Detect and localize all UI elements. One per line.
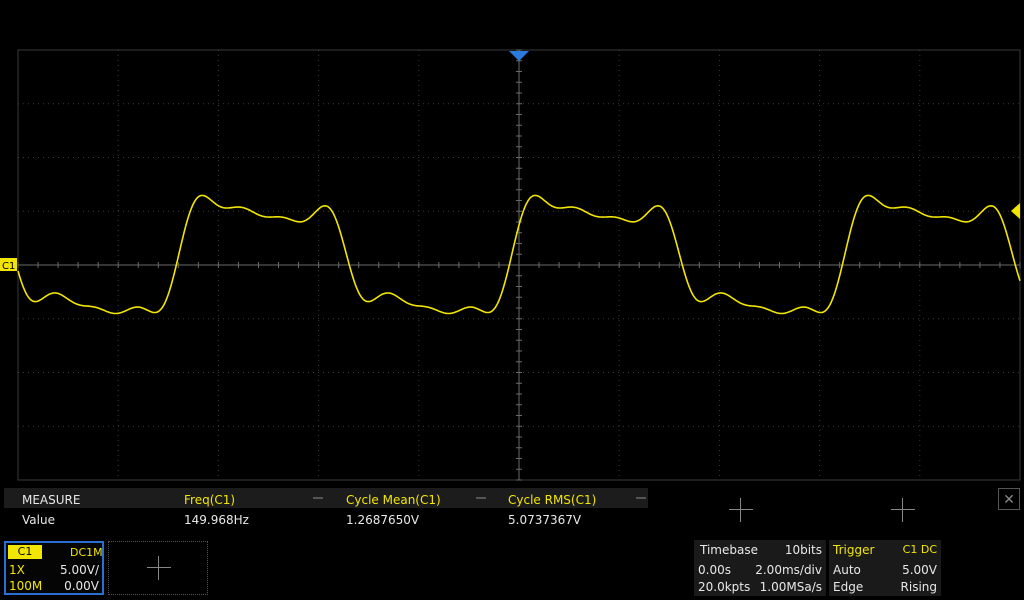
trigger-title: Trigger (833, 543, 875, 557)
trigger-mode: Auto (833, 563, 861, 577)
channel-offset: 0.00V (64, 579, 99, 593)
channel-probe: 1X (9, 563, 25, 577)
trigger-type: Edge (833, 580, 864, 594)
timebase-delay: 0.00s (698, 563, 731, 577)
channel-1-marker-label: C1 (2, 261, 15, 272)
measure-item-cycle-rms[interactable]: Cycle RMS(C1) (508, 493, 597, 507)
measure-row-label: Value (22, 513, 55, 527)
channel-scale: 5.00V/ (60, 563, 99, 577)
channel-1-marker[interactable] (0, 258, 17, 271)
measure-panel: MEASURE Value Freq(C1) 149.968Hz Cycle M… (0, 486, 1024, 534)
measure-item-cycle-mean[interactable]: Cycle Mean(C1) (346, 493, 441, 507)
add-channel-button[interactable] (108, 541, 208, 595)
measure-item-freq[interactable]: Freq(C1) (184, 493, 236, 507)
measure-value-freq: 149.968Hz (184, 513, 249, 527)
channel-1-tag: C1 (8, 545, 42, 559)
trigger-position-marker[interactable] (509, 51, 529, 61)
add-measure-plus-icon[interactable] (891, 498, 915, 522)
timebase-scale: 2.00ms/div (755, 563, 822, 577)
trigger-source: C1 DC (902, 543, 937, 556)
timebase-panel[interactable]: Timebase 10bits 0.00s 2.00ms/div 20.0kpt… (694, 540, 826, 596)
measure-close-button[interactable]: ✕ (998, 488, 1020, 510)
channel-1-settings[interactable]: C1 DC1M 1X 5.00V/ 100M 0.00V (4, 541, 104, 595)
graticule-grid (17, 49, 1021, 481)
channel-1-trace (17, 194, 1021, 315)
channel-bandwidth: 100M (9, 579, 43, 593)
timebase-rate: 1.00MSa/s (759, 580, 822, 594)
trigger-slope: Rising (900, 580, 937, 594)
measure-value-cycle-mean: 1.2687650V (346, 513, 420, 527)
measure-header-bar (4, 488, 648, 508)
add-measure-plus-icon[interactable] (729, 498, 753, 522)
timebase-points: 20.0kpts (698, 580, 751, 594)
timebase-title: Timebase (700, 543, 758, 557)
trigger-panel[interactable]: Trigger C1 DC Auto 5.00V Edge Rising (829, 540, 941, 596)
measure-header-label: MEASURE (22, 493, 81, 507)
measure-item-menu-icon[interactable] (636, 497, 646, 499)
trigger-level-marker[interactable] (1011, 203, 1020, 219)
waveform-display[interactable]: C1 (0, 0, 1024, 484)
measure-item-menu-icon[interactable] (313, 497, 323, 499)
channel-coupling: DC1M (70, 546, 103, 559)
timebase-bits: 10bits (784, 543, 822, 557)
trigger-level: 5.00V (902, 563, 937, 577)
add-channel-plus-icon (147, 556, 171, 580)
measure-value-cycle-rms: 5.0737367V (508, 513, 582, 527)
measure-item-menu-icon[interactable] (476, 497, 486, 499)
